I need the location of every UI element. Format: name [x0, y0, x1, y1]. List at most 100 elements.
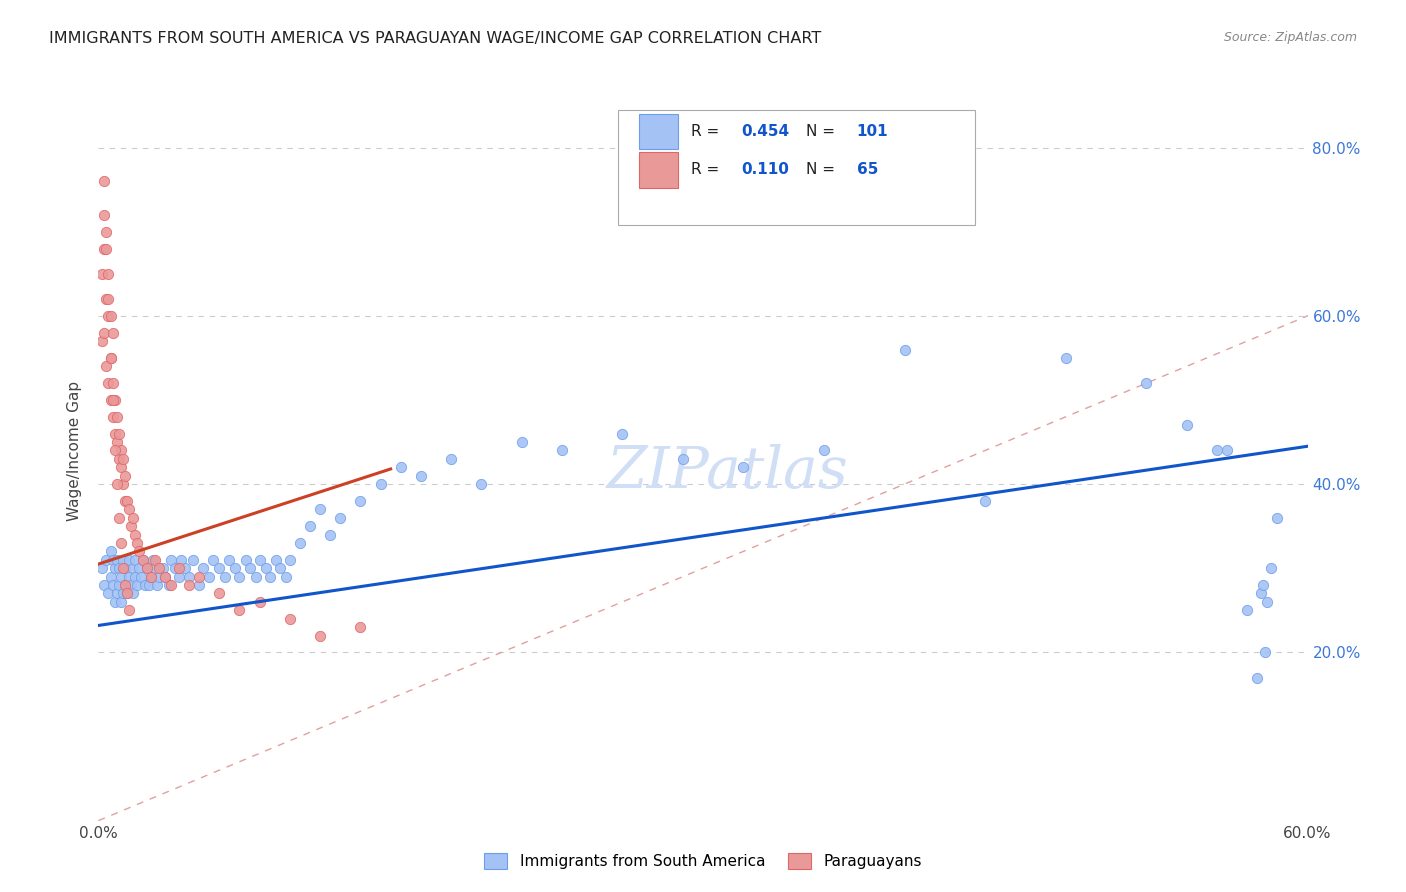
Point	[179, 578, 201, 592]
Point	[440, 451, 463, 466]
FancyBboxPatch shape	[619, 110, 976, 225]
Point	[208, 561, 231, 575]
Point	[100, 351, 122, 365]
Point	[91, 334, 114, 348]
Point	[118, 553, 141, 567]
Point	[100, 544, 122, 558]
Point	[167, 561, 190, 575]
Point	[1216, 443, 1239, 458]
Point	[1267, 510, 1289, 524]
Point	[1206, 443, 1229, 458]
Point	[110, 443, 132, 458]
Point	[733, 460, 755, 475]
Text: 65: 65	[856, 162, 877, 178]
Point	[214, 569, 236, 583]
Point	[163, 561, 186, 575]
Point	[128, 544, 150, 558]
Point	[179, 569, 201, 583]
Point	[148, 561, 170, 575]
Text: 0.110: 0.110	[742, 162, 790, 178]
Point	[105, 553, 128, 567]
Point	[107, 561, 129, 575]
Point	[96, 242, 118, 256]
Point	[111, 451, 134, 466]
Point	[101, 376, 124, 391]
Legend: Immigrants from South America, Paraguayans: Immigrants from South America, Paraguaya…	[478, 847, 928, 875]
Point	[97, 586, 120, 600]
Point	[202, 553, 225, 567]
Point	[118, 603, 141, 617]
Point	[288, 536, 311, 550]
Point	[188, 578, 211, 592]
Point	[672, 451, 695, 466]
Point	[111, 477, 134, 491]
Point	[259, 569, 281, 583]
Point	[125, 578, 148, 592]
Text: R =: R =	[690, 162, 728, 178]
Point	[100, 569, 122, 583]
Point	[96, 225, 118, 239]
Point	[111, 561, 134, 575]
Point	[110, 460, 132, 475]
Point	[105, 409, 128, 424]
Text: 101: 101	[856, 124, 889, 139]
Point	[174, 561, 197, 575]
Point	[93, 208, 115, 222]
Point	[107, 426, 129, 441]
Point	[349, 620, 371, 634]
Text: ZIPatlas: ZIPatlas	[606, 444, 848, 501]
Point	[111, 553, 134, 567]
Text: IMMIGRANTS FROM SOUTH AMERICA VS PARAGUAYAN WAGE/INCOME GAP CORRELATION CHART: IMMIGRANTS FROM SOUTH AMERICA VS PARAGUA…	[49, 31, 821, 46]
Point	[93, 578, 115, 592]
Point	[97, 309, 120, 323]
Point	[97, 292, 120, 306]
Point	[138, 578, 160, 592]
Point	[105, 586, 128, 600]
Point	[118, 569, 141, 583]
Point	[198, 569, 221, 583]
Point	[100, 351, 122, 365]
Point	[167, 569, 190, 583]
Point	[349, 494, 371, 508]
Point	[93, 326, 115, 340]
Point	[129, 569, 152, 583]
Point	[107, 451, 129, 466]
Point	[105, 477, 128, 491]
Point	[111, 586, 134, 600]
Point	[470, 477, 492, 491]
Point	[101, 578, 124, 592]
Point	[115, 586, 138, 600]
Point	[110, 536, 132, 550]
Point	[105, 435, 128, 450]
Point	[208, 586, 231, 600]
Point	[103, 561, 125, 575]
Point	[96, 553, 118, 567]
Point	[235, 553, 257, 567]
Point	[110, 569, 132, 583]
Text: R =: R =	[690, 124, 724, 139]
Point	[124, 527, 146, 541]
Point	[114, 494, 136, 508]
Point	[115, 494, 138, 508]
Point	[551, 443, 574, 458]
Point	[309, 502, 332, 516]
Point	[134, 578, 156, 592]
Point	[269, 561, 291, 575]
Point	[153, 569, 176, 583]
Point	[103, 595, 125, 609]
Point	[103, 443, 125, 458]
Point	[278, 553, 301, 567]
Point	[249, 553, 271, 567]
Point	[1054, 351, 1077, 365]
Point	[188, 569, 211, 583]
Point	[278, 612, 301, 626]
Text: N =: N =	[806, 162, 839, 178]
Point	[152, 561, 174, 575]
Point	[239, 561, 262, 575]
Point	[103, 392, 125, 407]
Point	[1256, 595, 1278, 609]
Point	[181, 553, 204, 567]
Point	[91, 267, 114, 281]
Point	[107, 510, 129, 524]
Point	[110, 595, 132, 609]
